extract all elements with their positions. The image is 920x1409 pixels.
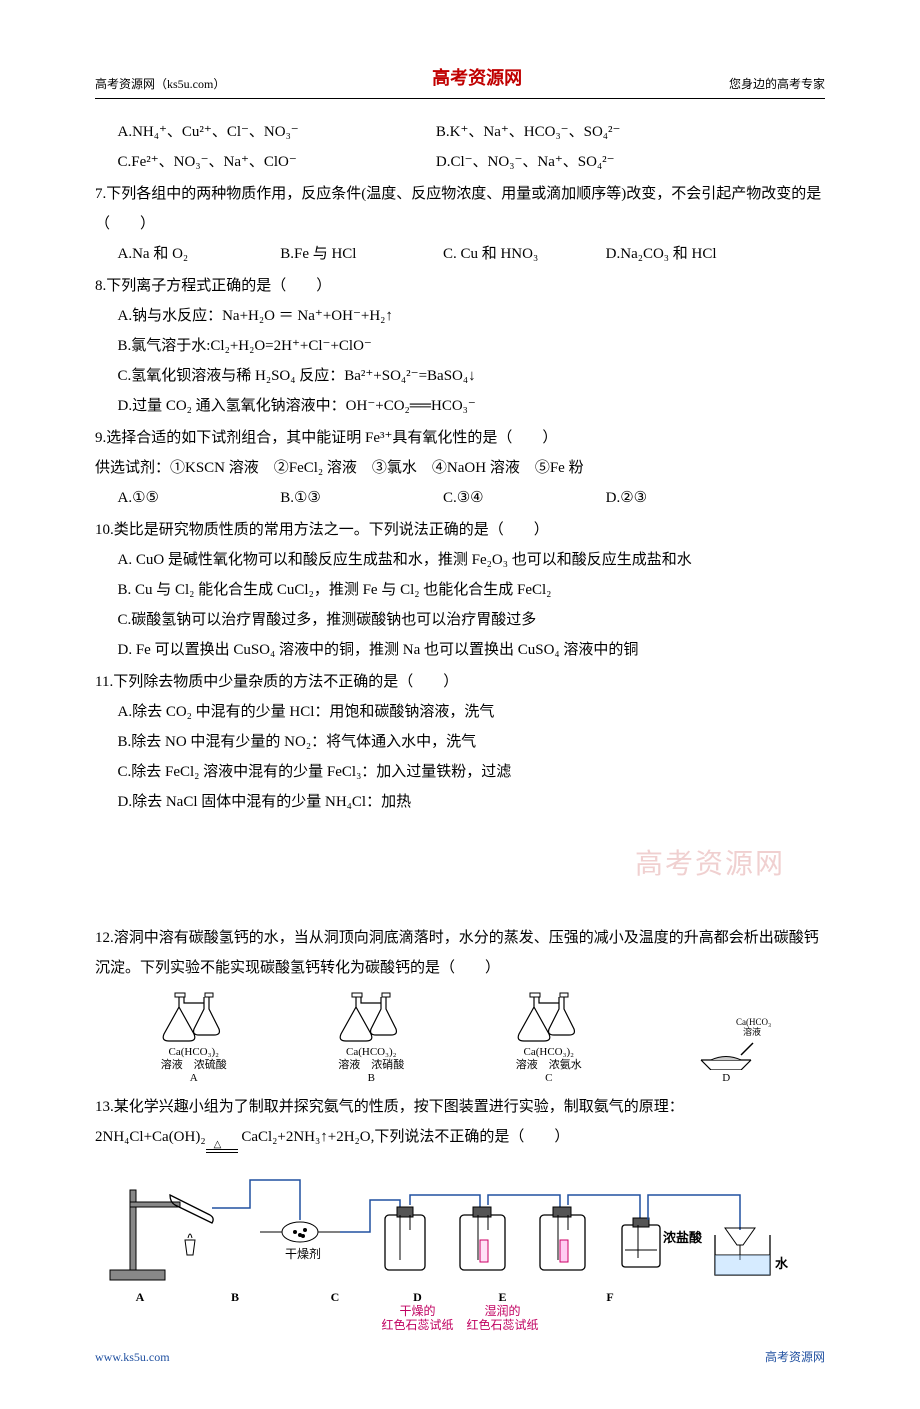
q9-stem: 9.选择合适的如下试剂组合，其中能证明 Fe³⁺具有氧化性的是（ ） (95, 423, 825, 453)
apparatus-diagram: 干燥剂 浓盐酸 (100, 1160, 820, 1290)
q7-opt-c: C. Cu 和 HNO₃ (443, 239, 606, 269)
footer-left: www.ks5u.com (95, 1345, 170, 1369)
q7-opt-a: A.Na 和 O₂ (118, 239, 281, 269)
q10-stem: 10.类比是研究物质性质的常用方法之一。下列说法正确的是（ ） (95, 515, 825, 545)
footer-right: 高考资源网 (765, 1345, 825, 1369)
watermark: 高考资源网 (95, 837, 825, 893)
q9-opt-a: A.①⑤ (118, 483, 281, 513)
flask-icon (149, 989, 239, 1044)
header-right: 您身边的高考专家 (729, 72, 825, 96)
q6-opt-c: C.Fe²⁺、NO₃⁻、Na⁺、ClO⁻ (118, 147, 436, 177)
apparatus-labels: A B C D干燥的 红色石蕊试纸 E湿润的 红色石蕊试纸 F (95, 1290, 825, 1333)
q8-opt-d: D.过量 CO₂ 通入氢氧化钠溶液中：OH⁻+CO₂══HCO₃⁻ (95, 391, 825, 421)
q11-opt-a: A.除去 CO₂ 中混有的少量 HCl：用饱和碳酸钠溶液，洗气 (95, 697, 825, 727)
q10-opt-c: C.碳酸氢钠可以治疗胃酸过多，推测碳酸钠也可以治疗胃酸过多 (95, 605, 825, 635)
q13-apparatus: 干燥剂 浓盐酸 (95, 1160, 825, 1290)
svg-text:Ca(HCO₃)₂: Ca(HCO₃)₂ (736, 1017, 771, 1027)
q12-stem: 12.溶洞中溶有碳酸氢钙的水，当从洞顶向洞底滴落时，水分的蒸发、压强的减小及温度… (95, 923, 825, 983)
q7-options: A.Na 和 O₂ B.Fe 与 HCl C. Cu 和 HNO₃ D.Na₂C… (95, 239, 825, 269)
q6-opt-b: B.K⁺、Na⁺、HCO₃⁻、SO₄²⁻ (436, 117, 754, 147)
q7-stem: 7.下列各组中的两种物质作用，反应条件(温度、反应物浓度、用量或滴加顺序等)改变… (95, 179, 825, 239)
q7-opt-b: B.Fe 与 HCl (280, 239, 443, 269)
q11-opt-c: C.除去 FeCl₂ 溶液中混有的少量 FeCl₃：加入过量铁粉，过滤 (95, 757, 825, 787)
page-header: 高考资源网（ks5u.com） 高考资源网 您身边的高考专家 (95, 60, 825, 99)
q12-diag-a: Ca(HCO₃)₂ 溶液 浓硫酸 A (105, 989, 283, 1086)
q9-opt-c: C.③④ (443, 483, 606, 513)
q12-diag-b: Ca(HCO₃)₂ 溶液 浓硝酸 B (283, 989, 461, 1086)
svg-text:溶液: 溶液 (743, 1026, 761, 1037)
q9-options: A.①⑤ B.①③ C.③④ D.②③ (95, 483, 825, 513)
q10-opt-d: D. Fe 可以置换出 CuSO₄ 溶液中的铜，推测 Na 也可以置换出 CuS… (95, 635, 825, 665)
q6-options: A.NH₄⁺、Cu²⁺、Cl⁻、NO₃⁻ B.K⁺、Na⁺、HCO₃⁻、SO₄²… (95, 117, 825, 177)
q7-opt-d: D.Na₂CO₃ 和 HCl (606, 239, 769, 269)
q6-opt-d: D.Cl⁻、NO₃⁻、Na⁺、SO₄²⁻ (436, 147, 754, 177)
q9-opt-b: B.①③ (280, 483, 443, 513)
evap-dish-icon: Ca(HCO₃)₂ 溶液 (681, 1015, 771, 1070)
header-center-logo: 高考资源网 (432, 60, 522, 96)
q8-stem: 8.下列离子方程式正确的是（ ） (95, 271, 825, 301)
q8-opt-a: A.钠与水反应：Na+H₂O ＝ Na⁺+OH⁻+H₂↑ (95, 301, 825, 331)
q11-stem: 11.下列除去物质中少量杂质的方法不正确的是（ ） (95, 667, 825, 697)
q10-opt-a: A. CuO 是碱性氧化物可以和酸反应生成盐和水，推测 Fe₂O₃ 也可以和酸反… (95, 545, 825, 575)
q13-equation: 2NH₄Cl+Ca(OH)₂△ CaCl₂+2NH₃↑+2H₂O,下列说法不正确… (95, 1122, 825, 1152)
page-footer: www.ks5u.com 高考资源网 (95, 1345, 825, 1369)
q12-diag-c: Ca(HCO₃)₂ 溶液 浓氨水 C (460, 989, 638, 1086)
flask-icon (326, 989, 416, 1044)
q12-diag-d: Ca(HCO₃)₂ 溶液 D (638, 1015, 816, 1085)
q9-opt-d: D.②③ (606, 483, 769, 513)
header-left: 高考资源网（ks5u.com） (95, 72, 225, 96)
q9-reagents: 供选试剂：①KSCN 溶液 ②FeCl₂ 溶液 ③氯水 ④NaOH 溶液 ⑤Fe… (95, 453, 825, 483)
svg-text:水: 水 (775, 1256, 789, 1271)
flask-icon (504, 989, 594, 1044)
q13-stem1: 13.某化学兴趣小组为了制取并探究氨气的性质，按下图装置进行实验，制取氨气的原理… (95, 1092, 825, 1122)
q11-opt-b: B.除去 NO 中混有少量的 NO₂：将气体通入水中，洗气 (95, 727, 825, 757)
q6-opt-a: A.NH₄⁺、Cu²⁺、Cl⁻、NO₃⁻ (118, 117, 436, 147)
q11-opt-d: D.除去 NaCl 固体中混有的少量 NH₄Cl：加热 (95, 787, 825, 817)
dryer-label: 干燥剂 (285, 1246, 321, 1261)
svg-text:浓盐酸: 浓盐酸 (663, 1230, 703, 1245)
q8-opt-b: B.氯气溶于水:Cl₂+H₂O=2H⁺+Cl⁻+ClO⁻ (95, 331, 825, 361)
q8-opt-c: C.氢氧化钡溶液与稀 H₂SO₄ 反应：Ba²⁺+SO₄²⁻=BaSO₄↓ (95, 361, 825, 391)
q12-diagrams: Ca(HCO₃)₂ 溶液 浓硫酸 A Ca(HCO₃)₂ 溶液 浓硝酸 B Ca… (95, 989, 825, 1086)
q10-opt-b: B. Cu 与 Cl₂ 能化合生成 CuCl₂，推测 Fe 与 Cl₂ 也能化合… (95, 575, 825, 605)
